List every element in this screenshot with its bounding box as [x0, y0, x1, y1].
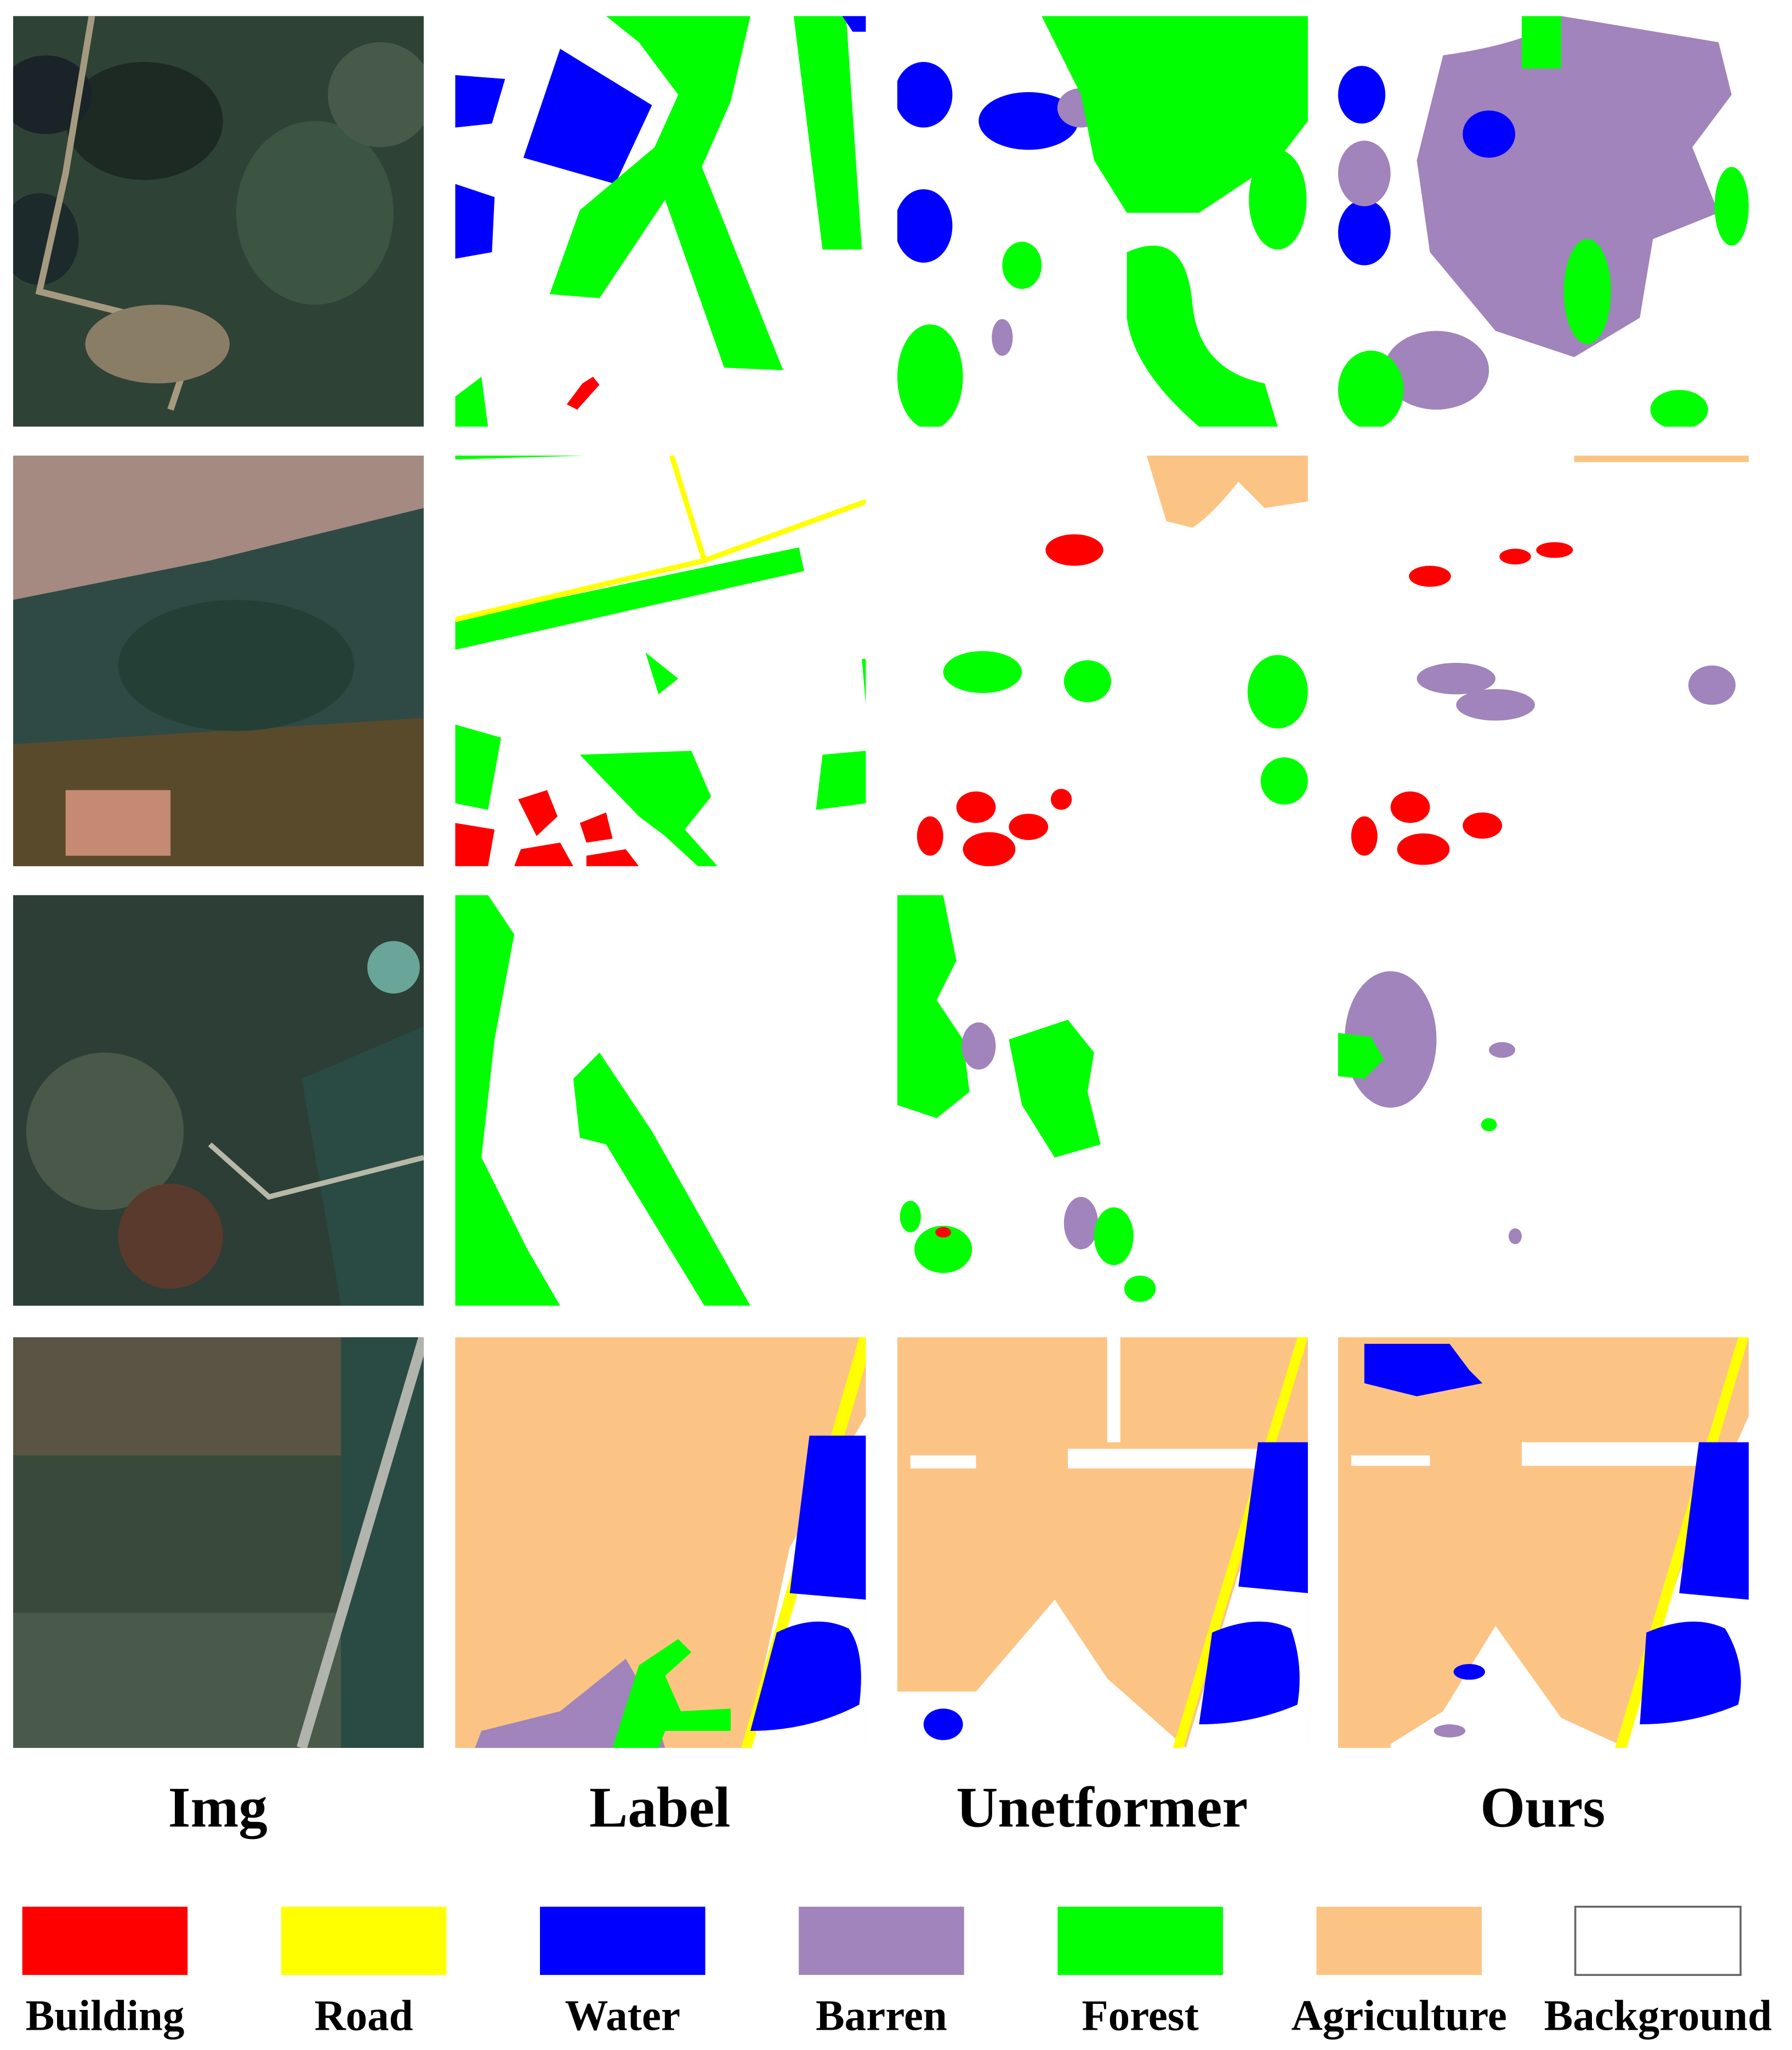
ours-map [1338, 16, 1749, 427]
unetformer-map [897, 1337, 1308, 1748]
legend-swatch [1316, 1906, 1482, 1975]
legend-label: Water [565, 1992, 681, 2040]
legend-label: Road [315, 1992, 413, 2040]
ours-map [1338, 895, 1749, 1306]
satellite-image [13, 895, 424, 1306]
legend-swatch [1057, 1906, 1223, 1975]
legend-swatch [1574, 1905, 1742, 1976]
legend-swatch [22, 1906, 188, 1975]
ours-map [1338, 1337, 1749, 1748]
legend: Building Road Water Barren Forest Agriculture… [22, 1905, 1772, 2040]
satellite-image [13, 16, 424, 427]
label-map [455, 455, 866, 866]
ours-map [1338, 455, 1749, 866]
unetformer-map [897, 16, 1308, 427]
legend-label: Agriculture [1292, 1992, 1507, 2040]
unetformer-map [897, 895, 1308, 1306]
legend-label: Building [26, 1992, 185, 2040]
legend-label: Forest [1082, 1992, 1198, 2040]
column-label: Unetformer [956, 1775, 1248, 1839]
satellite-image [13, 455, 424, 866]
column-label: Label [589, 1775, 730, 1839]
label-map [455, 895, 866, 1306]
unetformer-map [897, 455, 1308, 866]
label-map [455, 16, 866, 427]
legend-swatch [799, 1906, 964, 1975]
legend-label: Background [1544, 1992, 1772, 2040]
legend-label: Barren [816, 1992, 947, 2040]
label-map [455, 1337, 866, 1748]
legend-swatch [281, 1906, 447, 1975]
satellite-image [13, 1337, 424, 1748]
column-label: Img [168, 1775, 268, 1839]
column-label: Ours [1480, 1775, 1605, 1839]
column-labels: Img Label Unetformer Ours [168, 1775, 1606, 1839]
legend-swatch [540, 1906, 706, 1975]
